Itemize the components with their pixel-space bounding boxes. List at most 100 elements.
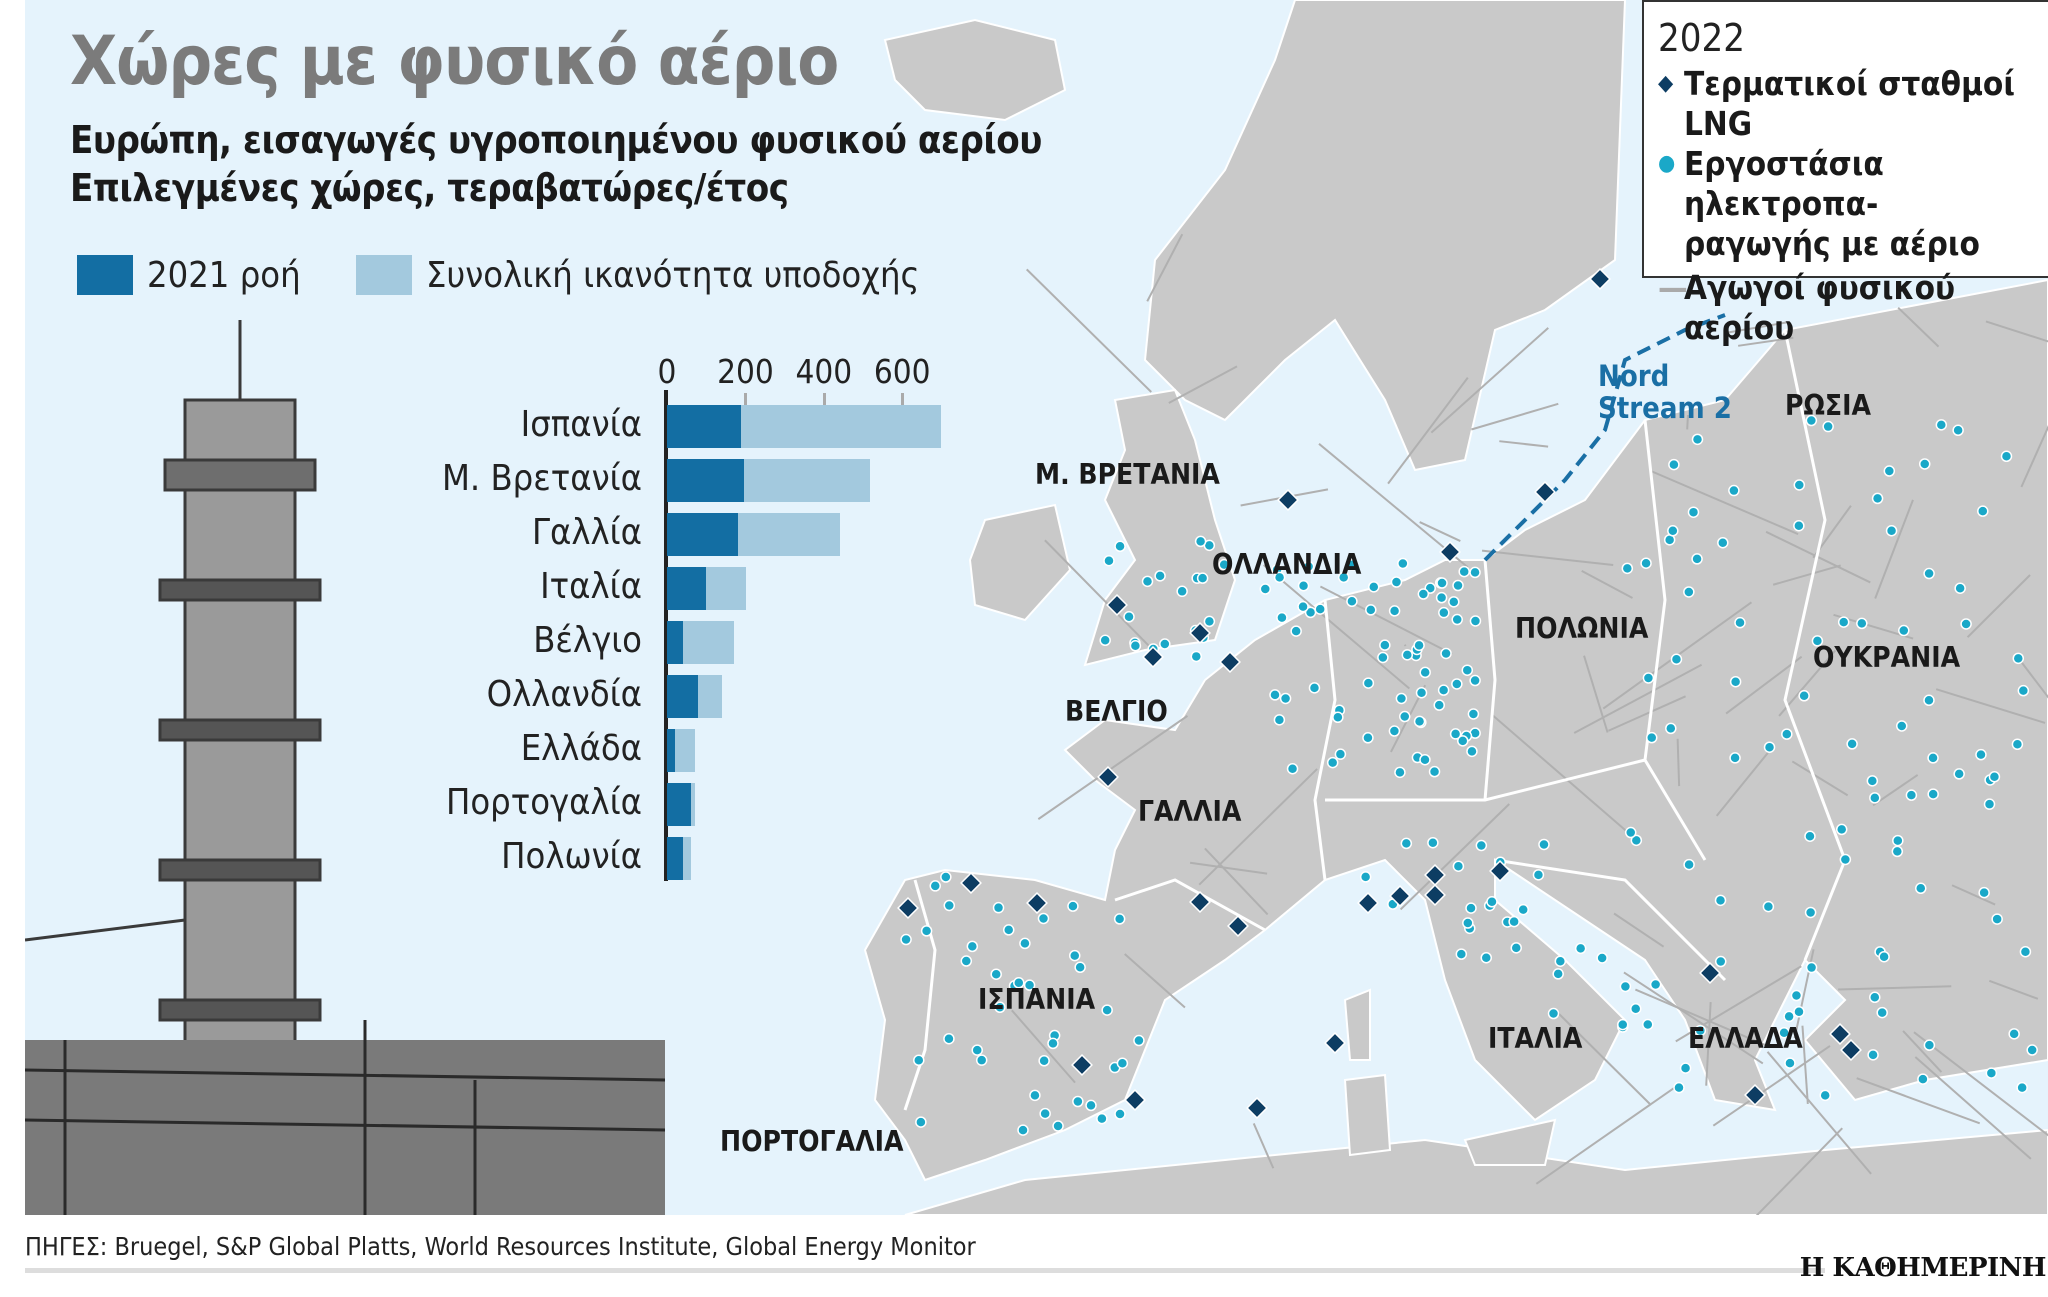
power-plant-marker xyxy=(1461,664,1474,676)
power-plant-marker xyxy=(1762,900,1775,913)
power-plant-marker xyxy=(1734,616,1746,629)
power-plant-marker xyxy=(1891,845,1904,858)
nord-stream-label-1: Nord xyxy=(1598,359,1670,393)
legend-item-pipeline: — Αγωγοί φυσικού αερίου xyxy=(1658,268,2048,348)
category-label: Βέλγιο xyxy=(533,620,642,661)
power-plant-marker xyxy=(1517,903,1529,916)
power-plant-marker xyxy=(1918,458,1931,470)
bar-flow xyxy=(667,729,675,772)
lng-terminal-marker xyxy=(1357,892,1379,914)
power-plant-marker xyxy=(1218,558,1230,571)
power-plant-marker xyxy=(1023,979,1036,991)
page-title: Χώρες με φυσικό αέριο xyxy=(70,22,839,101)
lng-terminal-marker xyxy=(1246,1097,1268,1119)
power-plant-marker xyxy=(1362,677,1375,689)
power-plant-marker xyxy=(1642,1018,1654,1031)
lng-terminal-marker xyxy=(1389,885,1411,907)
power-plant-marker xyxy=(1413,715,1426,728)
power-plant-marker xyxy=(1456,735,1469,747)
power-plant-marker xyxy=(1129,640,1142,652)
power-plant-marker xyxy=(1927,788,1939,800)
lng-terminal-marker xyxy=(1489,860,1511,882)
power-plant-marker xyxy=(1991,913,2003,925)
power-plant-marker xyxy=(1781,728,1793,740)
power-plant-marker xyxy=(971,1044,983,1056)
lng-terminal-marker xyxy=(1534,481,1556,503)
power-plant-marker xyxy=(1475,839,1488,852)
country-label: ΕΛΛΑΔΑ xyxy=(1688,1022,1803,1055)
power-plant-marker xyxy=(1101,1004,1113,1016)
power-plant-marker xyxy=(1413,639,1425,652)
power-plant-marker xyxy=(1038,1055,1050,1067)
power-plant-marker xyxy=(1428,765,1441,778)
power-plant-marker xyxy=(1953,768,1965,780)
legend-year: 2022 xyxy=(1658,16,1745,60)
nord-stream-label-2: Stream 2 xyxy=(1598,391,1732,425)
category-label: Πορτογαλία xyxy=(445,782,642,823)
power-plant-marker xyxy=(975,1054,988,1066)
power-plant-marker xyxy=(1417,588,1430,600)
lng-terminal-marker xyxy=(1219,651,1241,673)
power-plant-marker xyxy=(1846,738,1858,750)
lng-terminal-marker xyxy=(1439,541,1461,563)
power-plant-marker xyxy=(994,1001,1006,1013)
lng-terminal-marker xyxy=(1142,646,1164,668)
subtitle-units: Επιλεγμένες χώρες, τεραβατώρες/έτος xyxy=(70,166,789,210)
power-plant-marker xyxy=(1436,577,1448,589)
power-plant-marker xyxy=(1067,900,1079,912)
power-plant-marker xyxy=(1619,980,1632,993)
power-plant-marker xyxy=(1123,611,1135,623)
power-plant-marker xyxy=(1019,937,1031,950)
power-plant-marker xyxy=(1819,1089,1831,1102)
power-plant-marker xyxy=(1388,725,1401,737)
power-plant-marker xyxy=(1668,458,1680,471)
legend-label: 2021 ροή xyxy=(147,254,301,296)
power-plant-marker xyxy=(1763,741,1776,753)
power-plant-marker xyxy=(1332,711,1344,724)
power-plant-marker xyxy=(1927,752,1939,764)
bar-flow xyxy=(667,675,698,718)
power-plant-marker xyxy=(1717,536,1729,549)
power-plant-marker xyxy=(1401,649,1414,661)
power-plant-marker xyxy=(1462,917,1474,929)
power-plant-marker xyxy=(1667,525,1679,537)
country-label: ΙΣΠΑΝΙΑ xyxy=(978,983,1096,1016)
bar-flow xyxy=(667,567,707,610)
power-plant-marker xyxy=(1790,989,1803,1002)
lng-terminal-marker xyxy=(960,872,982,894)
power-plant-marker xyxy=(1784,1057,1796,1069)
power-plant-marker xyxy=(915,1116,927,1128)
power-plant-marker xyxy=(1273,571,1286,584)
power-plant-marker xyxy=(1337,571,1350,584)
power-plant-marker xyxy=(1114,540,1126,553)
power-plant-marker xyxy=(1898,624,1910,637)
power-plant-marker xyxy=(1728,484,1740,497)
category-label: Μ. Βρετανία xyxy=(441,458,642,499)
power-plant-marker xyxy=(1286,762,1299,775)
power-plant-marker xyxy=(1923,567,1935,580)
power-plant-marker xyxy=(1068,949,1081,962)
power-plant-marker xyxy=(990,968,1002,980)
power-plant-marker xyxy=(1869,991,1881,1004)
power-plant-marker xyxy=(1379,639,1391,651)
country-label: ΒΕΛΓΙΟ xyxy=(1065,695,1168,728)
country-label: ΟΛΛΑΝΔΙΑ xyxy=(1212,548,1362,581)
power-plant-marker xyxy=(1687,506,1700,518)
power-plant-marker xyxy=(1437,684,1450,696)
power-plant-marker xyxy=(1683,858,1695,871)
power-plant-marker xyxy=(2026,1044,2038,1056)
power-plant-marker xyxy=(1308,682,1321,694)
power-plant-marker xyxy=(1113,913,1126,925)
power-plant-marker xyxy=(1554,955,1567,967)
legend-item-label: Εργοστάσια ηλεκτροπα- xyxy=(1684,144,1884,223)
legend-capacity: Συνολική ικανότητα υποδοχής xyxy=(356,255,919,296)
power-plant-marker xyxy=(1326,756,1339,769)
ireland xyxy=(968,503,1072,622)
power-plant-marker xyxy=(1645,731,1658,744)
power-plant-marker xyxy=(2011,738,2024,751)
power-plant-marker xyxy=(1856,617,1868,630)
power-plant-marker xyxy=(1547,1007,1560,1020)
footer-rule xyxy=(25,1268,1825,1273)
power-plant-marker xyxy=(1390,576,1403,588)
power-plant-marker xyxy=(1395,692,1408,705)
